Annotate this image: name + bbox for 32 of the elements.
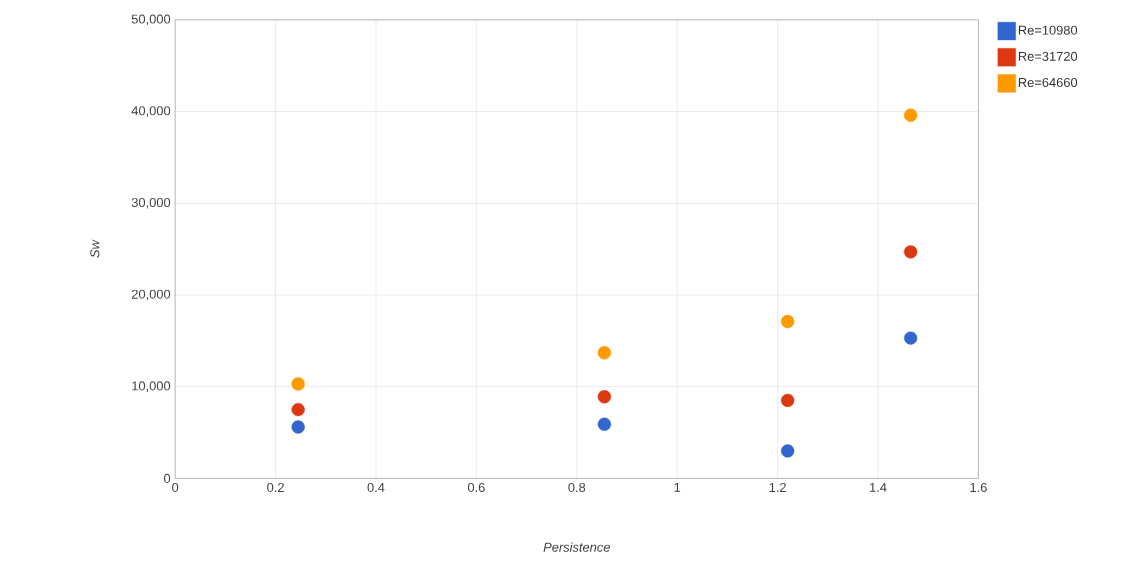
point <box>291 420 305 434</box>
point <box>781 444 795 458</box>
y-tick-label: 30,000 <box>131 197 171 209</box>
point <box>781 314 795 328</box>
y-tick-label: 10,000 <box>132 381 171 392</box>
point <box>781 393 795 407</box>
x-tick-label: 1.2 <box>769 482 786 492</box>
x-tick-label: 1 <box>674 482 681 492</box>
x-tick-label: 0.4 <box>367 482 385 492</box>
x-tick-label: 1.4 <box>870 482 887 492</box>
point <box>597 345 612 360</box>
x-tick-label: 0.8 <box>568 482 586 492</box>
y-axis-title: Sw <box>90 239 100 258</box>
x-tick-label: 0.6 <box>467 482 485 492</box>
legend-label: Re=10980 <box>1018 25 1078 35</box>
y-tick-label: 50,000 <box>131 14 171 25</box>
y-tick-label: 40,000 <box>131 106 171 117</box>
x-tick-label: 0.2 <box>267 482 284 492</box>
point <box>597 389 612 404</box>
point <box>291 377 305 391</box>
legend-label: Re=64660 <box>1018 77 1078 87</box>
x-tick-label: 1.6 <box>970 482 987 492</box>
y-tick-label: 20,000 <box>131 289 171 301</box>
x-tick-label: 0 <box>172 482 179 492</box>
point <box>904 331 918 345</box>
y-tick-label: 0 <box>164 473 171 483</box>
legend-label: Re=31720 <box>1018 51 1078 61</box>
point <box>904 245 918 259</box>
point <box>291 402 305 417</box>
x-axis-title: Persistence <box>543 542 610 552</box>
point <box>597 417 612 431</box>
point <box>904 108 918 122</box>
